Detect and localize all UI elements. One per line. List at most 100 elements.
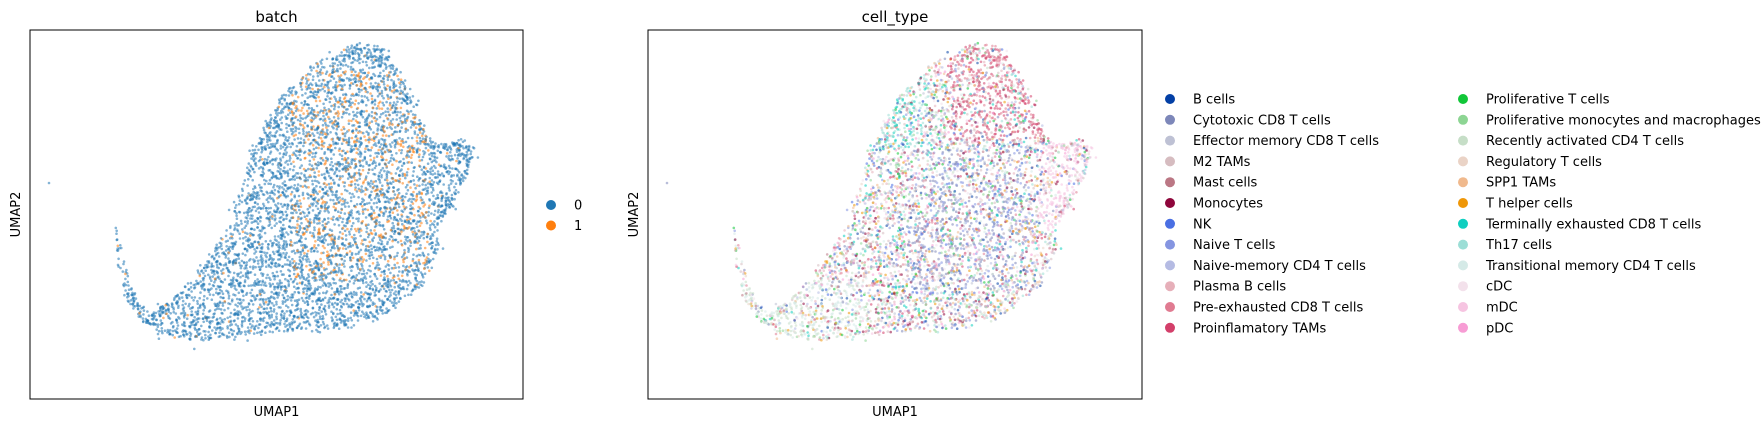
umap-point	[254, 145, 258, 148]
umap-point	[235, 203, 238, 207]
umap-point	[315, 93, 318, 97]
umap-point	[227, 297, 231, 300]
umap-point	[195, 318, 198, 321]
umap-point	[424, 167, 428, 170]
umap-point	[414, 287, 417, 291]
umap-point	[431, 183, 435, 186]
umap-point	[321, 87, 325, 91]
umap-point	[376, 104, 380, 108]
umap-point	[364, 147, 367, 150]
umap-point	[346, 177, 350, 180]
umap-point	[358, 212, 361, 216]
umap-point	[370, 120, 374, 123]
umap-point	[264, 331, 267, 335]
umap-point	[405, 256, 409, 259]
umap-point	[193, 326, 197, 330]
umap-point	[283, 148, 287, 152]
umap-point	[333, 266, 336, 270]
umap-point	[271, 176, 274, 179]
umap-point	[248, 169, 252, 173]
umap-point	[289, 178, 292, 181]
umap-point	[297, 188, 300, 191]
umap-point	[380, 210, 383, 214]
umap-point	[269, 159, 272, 163]
umap-point	[131, 303, 134, 306]
umap-point	[391, 276, 395, 280]
umap-point	[288, 219, 292, 223]
umap-point	[392, 157, 395, 160]
umap-point	[329, 163, 332, 167]
umap-point	[331, 178, 335, 182]
umap-point	[428, 180, 432, 184]
umap-point	[279, 270, 283, 273]
umap-point	[377, 249, 380, 252]
umap-point	[221, 292, 225, 296]
umap-point	[386, 126, 389, 130]
umap-point	[362, 293, 366, 296]
umap-point	[400, 114, 404, 118]
umap-point	[362, 272, 366, 276]
umap-point	[425, 235, 429, 239]
umap-point	[431, 169, 435, 172]
umap-point	[367, 283, 370, 287]
umap-point	[382, 270, 386, 273]
umap-point	[296, 137, 300, 140]
umap-point	[293, 299, 297, 303]
umap-point	[380, 107, 384, 110]
umap-point	[377, 63, 381, 66]
umap-point	[274, 321, 278, 325]
umap-point	[216, 271, 219, 275]
umap-point	[216, 276, 219, 279]
umap-point	[164, 309, 167, 313]
umap-point	[272, 310, 276, 313]
umap-point	[185, 293, 188, 297]
umap-point	[415, 236, 419, 239]
umap-point	[334, 315, 338, 319]
umap-point	[306, 284, 309, 288]
umap-point	[282, 217, 286, 221]
umap-point	[206, 297, 209, 300]
umap-point	[412, 190, 415, 194]
umap-point	[321, 220, 325, 223]
umap-point	[218, 291, 221, 295]
umap-point	[271, 261, 274, 265]
umap-point	[255, 246, 259, 249]
umap-point	[355, 293, 358, 297]
umap-point	[355, 129, 358, 132]
umap-point	[393, 255, 396, 259]
umap-point	[350, 224, 354, 228]
umap-point	[219, 262, 222, 266]
umap-point	[232, 293, 235, 296]
umap-point	[350, 105, 353, 109]
umap-point	[312, 315, 316, 319]
umap-point	[389, 246, 392, 249]
umap-point	[380, 176, 383, 179]
umap-point	[384, 63, 388, 67]
umap-point	[375, 206, 379, 209]
umap-point	[336, 244, 339, 248]
umap-point	[261, 227, 264, 231]
umap-point	[390, 153, 394, 157]
umap-point	[323, 85, 326, 89]
umap-point	[276, 202, 280, 205]
umap-point	[406, 183, 409, 187]
umap-point	[455, 159, 458, 163]
umap-point	[320, 144, 324, 147]
umap-point	[243, 198, 247, 202]
umap-point	[363, 315, 366, 319]
umap-point	[370, 114, 374, 118]
umap-point	[314, 260, 318, 263]
umap-point	[327, 263, 330, 266]
umap-point	[415, 192, 419, 196]
umap-point	[350, 277, 353, 280]
umap-point	[196, 299, 199, 303]
umap-point	[266, 297, 270, 300]
umap-point	[293, 209, 296, 212]
umap-point	[289, 199, 293, 203]
umap-point	[386, 297, 389, 301]
umap-point	[234, 240, 238, 244]
umap-point	[343, 111, 346, 114]
umap-point	[315, 84, 319, 87]
umap-point	[408, 144, 411, 148]
umap-point	[283, 166, 286, 169]
